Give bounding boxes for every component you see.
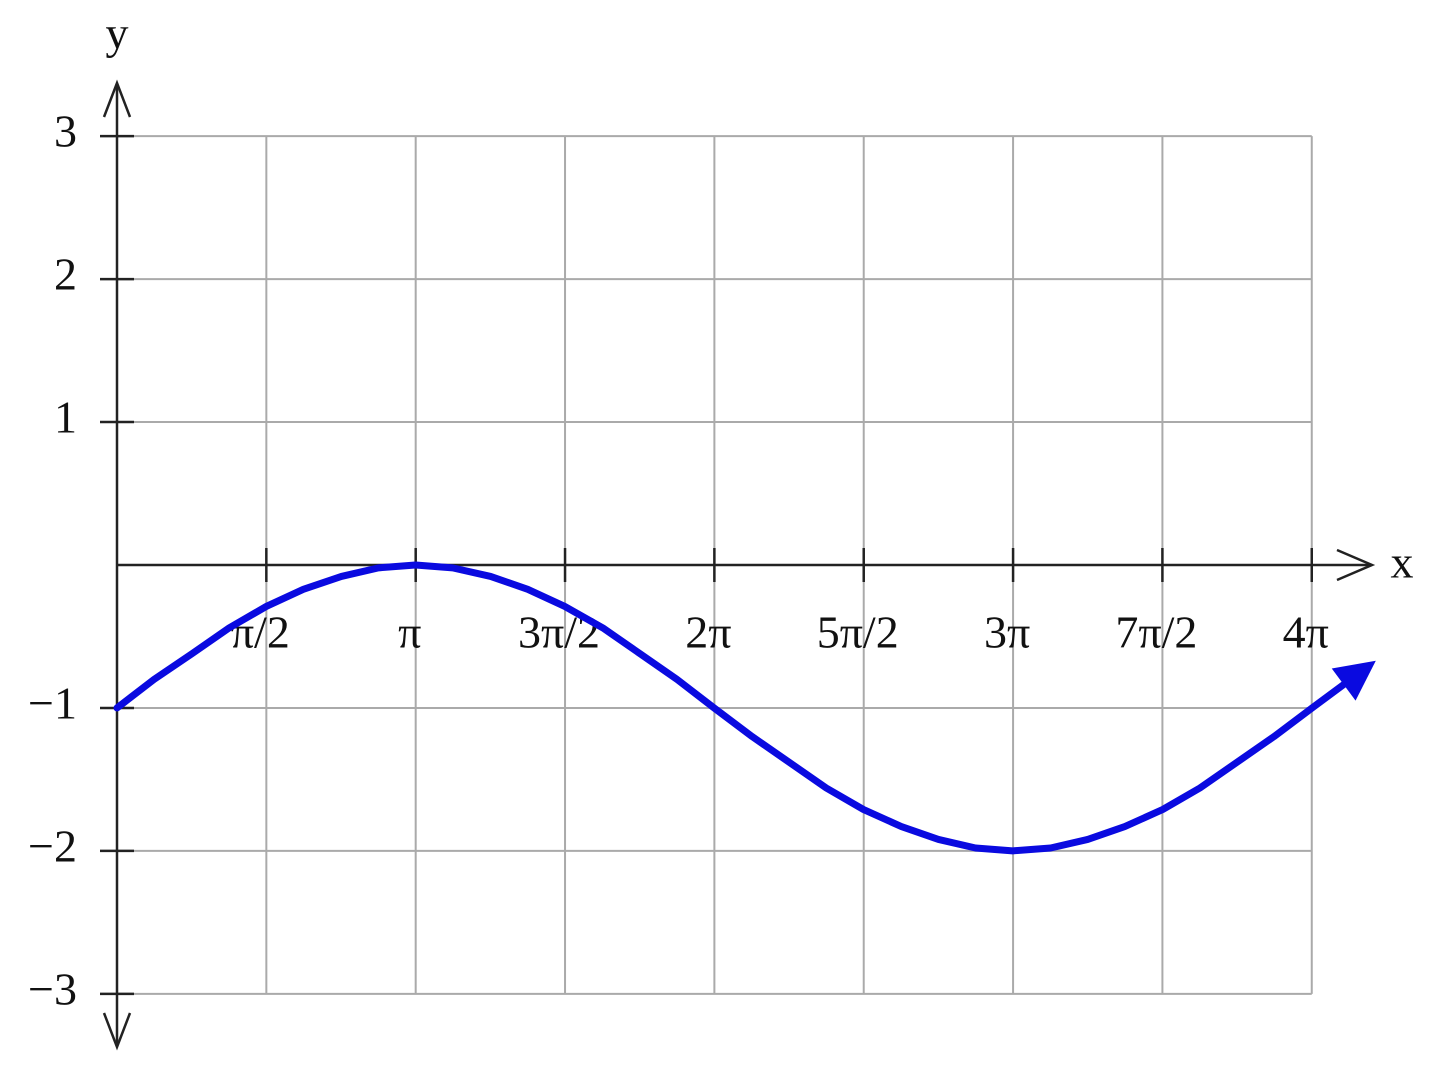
x-axis-label: x xyxy=(1391,537,1414,588)
x-tick-label: π/2 xyxy=(231,607,290,658)
y-tick-label: −2 xyxy=(28,820,77,871)
y-tick-label: 3 xyxy=(54,106,77,157)
y-tick-label: 1 xyxy=(54,392,77,443)
y-tick-label: 2 xyxy=(54,249,77,300)
y-tick-label: −1 xyxy=(28,678,77,729)
y-axis-label: y xyxy=(106,8,129,59)
x-tick-label: 4π xyxy=(1283,607,1329,658)
x-tick-label: 5π/2 xyxy=(817,607,899,658)
x-tick-label: π xyxy=(398,607,421,658)
x-tick-label: 3π/2 xyxy=(518,607,600,658)
x-tick-label: 7π/2 xyxy=(1115,607,1197,658)
y-tick-label: −3 xyxy=(28,963,77,1014)
y-axis-arrow xyxy=(102,1012,132,1051)
y-axis-arrow xyxy=(102,79,132,118)
curve-arrowhead xyxy=(1331,660,1376,701)
curve xyxy=(113,561,1348,855)
x-axis-arrow xyxy=(1336,548,1376,582)
x-tick-label: 3π xyxy=(984,607,1030,658)
x-tick-label: 2π xyxy=(685,607,731,658)
